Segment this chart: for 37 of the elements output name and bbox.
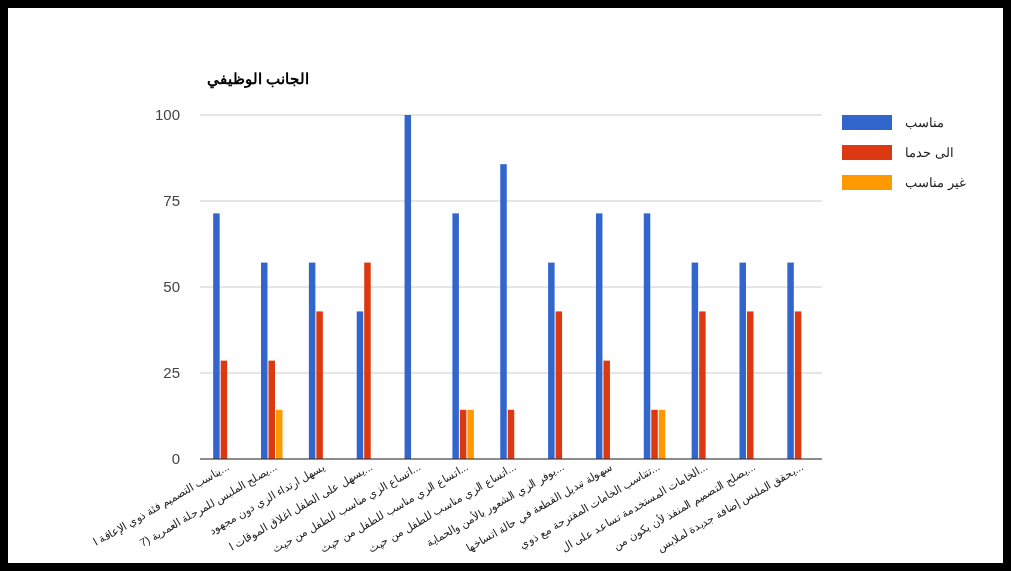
bar	[746, 311, 754, 459]
bar	[316, 311, 323, 459]
bar	[643, 213, 651, 459]
bar	[452, 213, 459, 459]
bar	[794, 311, 802, 459]
bar	[739, 262, 746, 459]
bar	[500, 164, 507, 459]
y-tick-label: 100	[154, 106, 180, 123]
y-tick-label: 75	[163, 192, 180, 209]
legend-label: غير مناسب	[905, 175, 966, 191]
legend-label: الى حدما	[905, 145, 954, 160]
bar	[658, 409, 666, 459]
bar	[276, 409, 283, 459]
bar	[699, 311, 706, 459]
bar	[404, 115, 412, 459]
bar	[364, 262, 371, 459]
bar	[467, 409, 474, 459]
bar	[548, 262, 555, 459]
y-tick-label: 50	[163, 278, 180, 295]
legend-label: مناسب	[905, 115, 944, 130]
bar	[213, 213, 220, 459]
bar	[603, 360, 610, 459]
bar	[220, 360, 228, 459]
bar	[268, 360, 276, 459]
bar	[691, 262, 699, 459]
bar	[651, 409, 658, 459]
chart-title: الجانب الوظيفي	[207, 70, 310, 89]
bar	[261, 262, 268, 459]
bar	[356, 311, 364, 459]
y-tick-label: 0	[171, 450, 180, 467]
bar	[459, 409, 467, 459]
bar	[308, 262, 316, 459]
bar	[595, 213, 603, 459]
bar	[787, 262, 794, 459]
bar	[507, 409, 515, 459]
bar	[555, 311, 563, 459]
y-tick-label: 25	[163, 364, 180, 381]
